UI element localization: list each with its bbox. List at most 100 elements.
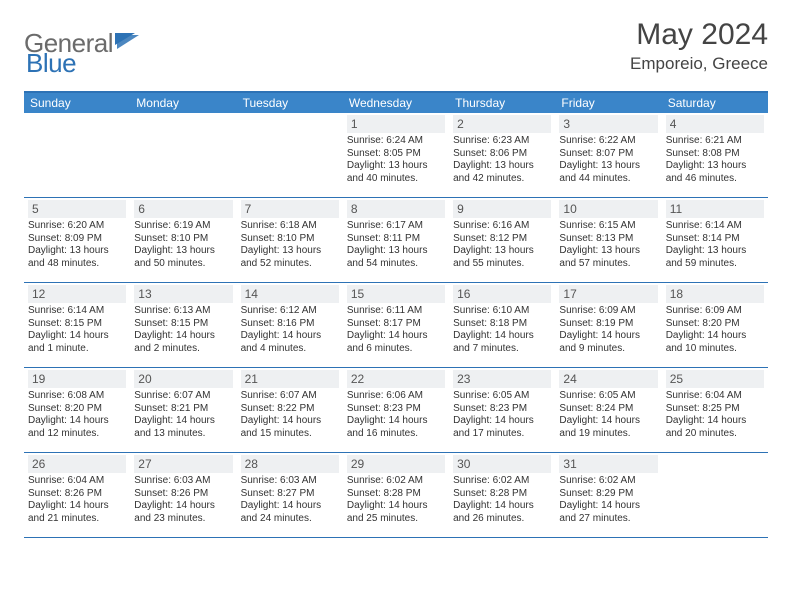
day-detail: Sunrise: 6:14 AMSunset: 8:14 PMDaylight:… xyxy=(666,220,764,270)
day-number: 17 xyxy=(559,285,657,303)
day-number: 3 xyxy=(559,115,657,133)
calendar-header: SundayMondayTuesdayWednesdayThursdayFrid… xyxy=(24,92,768,113)
day-number: 14 xyxy=(241,285,339,303)
weekday-header: Tuesday xyxy=(237,92,343,113)
calendar-week-row: 26 Sunrise: 6:04 AMSunset: 8:26 PMDayligh… xyxy=(24,453,768,538)
day-detail: Sunrise: 6:04 AMSunset: 8:26 PMDaylight:… xyxy=(28,475,126,525)
day-detail: Sunrise: 6:19 AMSunset: 8:10 PMDaylight:… xyxy=(134,220,232,270)
calendar-day-cell: 22Sunrise: 6:06 AMSunset: 8:23 PMDayligh… xyxy=(343,368,449,453)
day-detail: Sunrise: 6:07 AMSunset: 8:22 PMDaylight:… xyxy=(241,390,339,440)
calendar-day-cell: 21 Sunrise: 6:07 AMSunset: 8:22 PMDayligh… xyxy=(237,368,343,453)
calendar-day-cell: 9 Sunrise: 6:16 AMSunset: 8:12 PMDaylight… xyxy=(449,198,555,283)
calendar-day-cell: 1Sunrise: 6:24 AMSunset: 8:05 PMDaylight… xyxy=(343,113,449,198)
day-number: 30 xyxy=(453,455,551,473)
day-number: 13 xyxy=(134,285,232,303)
calendar-week-row: 19 Sunrise: 6:08 AMSunset: 8:20 PMDayligh… xyxy=(24,368,768,453)
day-detail: Sunrise: 6:20 AMSunset: 8:09 PMDaylight:… xyxy=(28,220,126,270)
calendar-day-cell: 15 Sunrise: 6:11 AMSunset: 8:17 PMDayligh… xyxy=(343,283,449,368)
title-block: May 2024 Emporeio, Greece xyxy=(630,18,768,74)
day-detail: Sunrise: 6:24 AMSunset: 8:05 PMDaylight:… xyxy=(347,135,445,185)
day-detail: Sunrise: 6:14 AMSunset: 8:15 PMDaylight:… xyxy=(28,305,126,355)
day-number: 21 xyxy=(241,370,339,388)
day-detail: Sunrise: 6:05 AMSunset: 8:24 PMDaylight:… xyxy=(559,390,657,440)
day-number: 12 xyxy=(28,285,126,303)
calendar-day-cell: 11 Sunrise: 6:14 AMSunset: 8:14 PMDayligh… xyxy=(662,198,768,283)
calendar-day-cell: 12 Sunrise: 6:14 AMSunset: 8:15 PMDayligh… xyxy=(24,283,130,368)
day-detail: Sunrise: 6:12 AMSunset: 8:16 PMDaylight:… xyxy=(241,305,339,355)
day-detail: Sunrise: 6:05 AMSunset: 8:23 PMDaylight:… xyxy=(453,390,551,440)
day-number: 22 xyxy=(347,370,445,388)
day-detail: Sunrise: 6:03 AMSunset: 8:26 PMDaylight:… xyxy=(134,475,232,525)
day-detail: Sunrise: 6:16 AMSunset: 8:12 PMDaylight:… xyxy=(453,220,551,270)
weekday-header: Wednesday xyxy=(343,92,449,113)
calendar-day-cell: 30 Sunrise: 6:02 AMSunset: 8:28 PMDayligh… xyxy=(449,453,555,538)
calendar-day-cell: 27 Sunrise: 6:03 AMSunset: 8:26 PMDayligh… xyxy=(130,453,236,538)
day-number: 5 xyxy=(28,200,126,218)
day-detail: Sunrise: 6:21 AMSunset: 8:08 PMDaylight:… xyxy=(666,135,764,185)
calendar-day-cell: 26 Sunrise: 6:04 AMSunset: 8:26 PMDayligh… xyxy=(24,453,130,538)
calendar-day-cell: 18 Sunrise: 6:09 AMSunset: 8:20 PMDayligh… xyxy=(662,283,768,368)
weekday-header: Saturday xyxy=(662,92,768,113)
day-number: 28 xyxy=(241,455,339,473)
calendar-day-cell: 8 Sunrise: 6:17 AMSunset: 8:11 PMDaylight… xyxy=(343,198,449,283)
calendar-day-cell: 19 Sunrise: 6:08 AMSunset: 8:20 PMDayligh… xyxy=(24,368,130,453)
calendar-day-cell: 23Sunrise: 6:05 AMSunset: 8:23 PMDayligh… xyxy=(449,368,555,453)
calendar-week-row: 5 Sunrise: 6:20 AMSunset: 8:09 PMDaylight… xyxy=(24,198,768,283)
calendar-day-cell: 2 Sunrise: 6:23 AMSunset: 8:06 PMDaylight… xyxy=(449,113,555,198)
day-detail: Sunrise: 6:23 AMSunset: 8:06 PMDaylight:… xyxy=(453,135,551,185)
day-detail: Sunrise: 6:17 AMSunset: 8:11 PMDaylight:… xyxy=(347,220,445,270)
day-number: 24 xyxy=(559,370,657,388)
day-detail: Sunrise: 6:08 AMSunset: 8:20 PMDaylight:… xyxy=(28,390,126,440)
day-number: 27 xyxy=(134,455,232,473)
brand-part2: Blue xyxy=(26,48,76,78)
calendar-page: General May 2024 Emporeio, Greece Blue S… xyxy=(0,0,792,556)
day-number: 6 xyxy=(134,200,232,218)
day-detail: Sunrise: 6:15 AMSunset: 8:13 PMDaylight:… xyxy=(559,220,657,270)
day-number: 19 xyxy=(28,370,126,388)
day-number: 26 xyxy=(28,455,126,473)
calendar-day-cell: 25 Sunrise: 6:04 AMSunset: 8:25 PMDayligh… xyxy=(662,368,768,453)
month-year-title: May 2024 xyxy=(630,18,768,52)
day-number: 9 xyxy=(453,200,551,218)
day-number: 8 xyxy=(347,200,445,218)
calendar-body: 1Sunrise: 6:24 AMSunset: 8:05 PMDaylight… xyxy=(24,113,768,538)
day-number: 4 xyxy=(666,115,764,133)
calendar-day-cell: 28Sunrise: 6:03 AMSunset: 8:27 PMDayligh… xyxy=(237,453,343,538)
day-detail: Sunrise: 6:09 AMSunset: 8:19 PMDaylight:… xyxy=(559,305,657,355)
calendar-day-cell: 13 Sunrise: 6:13 AMSunset: 8:15 PMDayligh… xyxy=(130,283,236,368)
weekday-header: Monday xyxy=(130,92,236,113)
day-detail: Sunrise: 6:22 AMSunset: 8:07 PMDaylight:… xyxy=(559,135,657,185)
day-detail: Sunrise: 6:11 AMSunset: 8:17 PMDaylight:… xyxy=(347,305,445,355)
weekday-header: Sunday xyxy=(24,92,130,113)
calendar-day-cell xyxy=(130,113,236,198)
location-label: Emporeio, Greece xyxy=(630,54,768,74)
day-number: 10 xyxy=(559,200,657,218)
day-number: 25 xyxy=(666,370,764,388)
calendar-day-cell: 5 Sunrise: 6:20 AMSunset: 8:09 PMDaylight… xyxy=(24,198,130,283)
calendar-week-row: 12 Sunrise: 6:14 AMSunset: 8:15 PMDayligh… xyxy=(24,283,768,368)
day-detail: Sunrise: 6:09 AMSunset: 8:20 PMDaylight:… xyxy=(666,305,764,355)
calendar-day-cell xyxy=(24,113,130,198)
day-detail: Sunrise: 6:07 AMSunset: 8:21 PMDaylight:… xyxy=(134,390,232,440)
calendar-day-cell: 10 Sunrise: 6:15 AMSunset: 8:13 PMDayligh… xyxy=(555,198,661,283)
calendar-day-cell xyxy=(237,113,343,198)
calendar-day-cell: 20Sunrise: 6:07 AMSunset: 8:21 PMDayligh… xyxy=(130,368,236,453)
day-number: 29 xyxy=(347,455,445,473)
day-number: 31 xyxy=(559,455,657,473)
day-detail: Sunrise: 6:04 AMSunset: 8:25 PMDaylight:… xyxy=(666,390,764,440)
calendar-day-cell: 4 Sunrise: 6:21 AMSunset: 8:08 PMDaylight… xyxy=(662,113,768,198)
calendar-day-cell: 7Sunrise: 6:18 AMSunset: 8:10 PMDaylight… xyxy=(237,198,343,283)
day-detail: Sunrise: 6:13 AMSunset: 8:15 PMDaylight:… xyxy=(134,305,232,355)
calendar-day-cell: 3 Sunrise: 6:22 AMSunset: 8:07 PMDaylight… xyxy=(555,113,661,198)
calendar-day-cell: 24 Sunrise: 6:05 AMSunset: 8:24 PMDayligh… xyxy=(555,368,661,453)
day-number: 15 xyxy=(347,285,445,303)
day-number: 7 xyxy=(241,200,339,218)
calendar-day-cell: 31Sunrise: 6:02 AMSunset: 8:29 PMDayligh… xyxy=(555,453,661,538)
weekday-header: Friday xyxy=(555,92,661,113)
calendar-day-cell: 16Sunrise: 6:10 AMSunset: 8:18 PMDayligh… xyxy=(449,283,555,368)
day-number: 11 xyxy=(666,200,764,218)
day-number: 18 xyxy=(666,285,764,303)
day-number: 2 xyxy=(453,115,551,133)
day-detail: Sunrise: 6:02 AMSunset: 8:28 PMDaylight:… xyxy=(453,475,551,525)
day-detail: Sunrise: 6:02 AMSunset: 8:28 PMDaylight:… xyxy=(347,475,445,525)
